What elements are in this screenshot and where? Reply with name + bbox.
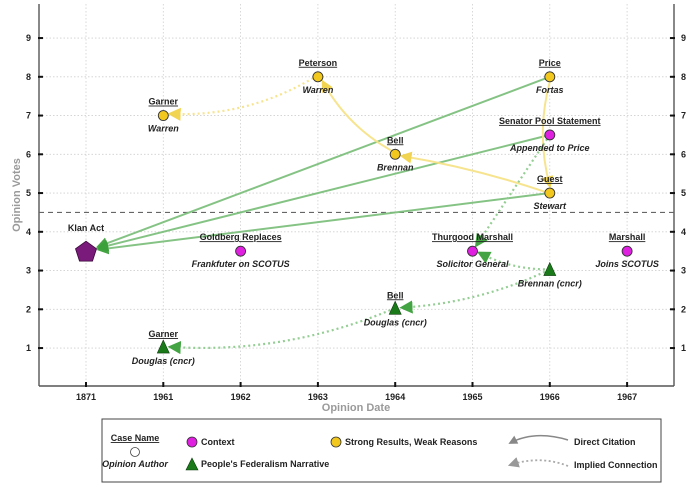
legend-federalism-marker-icon bbox=[185, 457, 199, 471]
author-label-guest-brennan: Brennan (cncr) bbox=[518, 279, 582, 289]
grid bbox=[39, 4, 674, 386]
connection-implied-senator-to-thurgood bbox=[474, 138, 548, 248]
case-label-peterson: Peterson bbox=[299, 58, 338, 68]
author-label-garner-douglas: Douglas (cncr) bbox=[132, 356, 195, 366]
y-tick-label-left: 5 bbox=[26, 188, 31, 198]
point-marker-marshall[interactable] bbox=[621, 245, 633, 257]
legend-box bbox=[101, 418, 662, 483]
point-marker-price[interactable] bbox=[544, 71, 556, 83]
point-marker-bell-brennan[interactable] bbox=[389, 148, 401, 160]
y-tick-label-right: 2 bbox=[681, 304, 686, 314]
case-label-marshall: Marshall bbox=[609, 232, 646, 242]
y-tick-label-right: 4 bbox=[681, 227, 686, 237]
y-axis-title: Opinion Votes bbox=[11, 158, 23, 232]
author-label-guest-stewart: Stewart bbox=[534, 201, 568, 211]
legend-context: Context bbox=[201, 437, 235, 447]
point-marker-guest-stewart[interactable] bbox=[544, 187, 556, 199]
y-tick-label-left: 2 bbox=[26, 304, 31, 314]
legend-context-marker-icon bbox=[186, 436, 198, 448]
point-marker-goldberg[interactable] bbox=[235, 245, 247, 257]
legend-implied-connection-icon bbox=[507, 457, 569, 468]
connection-implied-guest-brennan-to-bell-douglas bbox=[399, 270, 546, 314]
point-marker-garner-warren[interactable] bbox=[157, 110, 169, 122]
legend-peoples-federalism: People's Federalism Narrative bbox=[201, 459, 329, 469]
author-label-bell-brennan: Brennan bbox=[377, 162, 414, 172]
case-label-guest-stewart: Guest bbox=[537, 174, 563, 184]
author-label-price: Fortas bbox=[536, 85, 564, 95]
connection-direct-guest-stewart-to-bell-brennan bbox=[399, 151, 546, 193]
case-label-senator: Senator Pool Statement bbox=[499, 116, 601, 126]
connection-direct-senator-to-klan bbox=[96, 135, 546, 252]
point-marker-garner-douglas[interactable] bbox=[156, 339, 170, 354]
y-tick-label-right: 6 bbox=[681, 149, 686, 159]
connection-implied-peterson-to-garner-warren bbox=[167, 77, 314, 121]
connection-direct-price-to-klan bbox=[95, 77, 546, 249]
y-tick-label-left: 3 bbox=[26, 266, 31, 276]
x-tick-label: 1961 bbox=[153, 392, 173, 402]
y-tick-label-right: 7 bbox=[681, 111, 686, 121]
connection-direct-guest-stewart-to-klan bbox=[96, 192, 545, 255]
y-tick-label-right: 5 bbox=[681, 188, 686, 198]
case-label-garner-douglas: Garner bbox=[149, 329, 179, 339]
y-tick-label-left: 7 bbox=[26, 111, 31, 121]
case-label-klan: Klan Act bbox=[68, 223, 104, 233]
author-label-thurgood: Solicitor General bbox=[436, 259, 509, 269]
author-label-goldberg: Frankfuter on SCOTUS bbox=[192, 259, 290, 269]
legend-strong-results: Strong Results, Weak Reasons bbox=[345, 437, 477, 447]
case-label-thurgood: Thurgood Marshall bbox=[432, 232, 513, 242]
author-label-peterson: Warren bbox=[302, 85, 333, 95]
author-label-marshall: Joins SCOTUS bbox=[595, 259, 659, 269]
author-label-bell-douglas: Douglas (cncr) bbox=[364, 317, 427, 327]
legend-strong-marker-icon bbox=[330, 436, 342, 448]
x-tick-label: 1965 bbox=[462, 392, 482, 402]
connection-direct-price-to-guest-stewart bbox=[541, 81, 554, 189]
point-marker-guest-brennan[interactable] bbox=[543, 261, 557, 276]
x-axis-title: Opinion Date bbox=[322, 402, 390, 414]
author-label-senator: Appended to Price bbox=[509, 143, 590, 153]
y-tick-label-left: 9 bbox=[26, 33, 31, 43]
case-label-bell-douglas: Bell bbox=[387, 290, 404, 300]
legend-direct-citation: Direct Citation bbox=[574, 437, 636, 447]
connection-implied-bell-douglas-to-garner-douglas bbox=[167, 309, 391, 355]
case-label-bell-brennan: Bell bbox=[387, 135, 404, 145]
points bbox=[75, 71, 633, 354]
point-labels: Klan Act Garner Warren Garner Douglas (cncr)… bbox=[68, 58, 659, 366]
x-tick-label: 1964 bbox=[385, 392, 405, 402]
point-marker-senator[interactable] bbox=[544, 129, 556, 141]
legend-implied-connection: Implied Connection bbox=[574, 460, 658, 470]
case-label-price: Price bbox=[539, 58, 561, 68]
legend-direct-citation-icon bbox=[508, 434, 569, 444]
legend-opinion-author: Opinion Author bbox=[102, 459, 168, 469]
legend-author-marker-icon bbox=[130, 447, 140, 457]
case-label-goldberg: Goldberg Replaces bbox=[200, 232, 282, 242]
y-tick-label-left: 6 bbox=[26, 149, 31, 159]
x-tick-label: 1962 bbox=[231, 392, 251, 402]
point-marker-bell-douglas[interactable] bbox=[388, 300, 402, 315]
case-label-garner-warren: Garner bbox=[149, 97, 179, 107]
author-label-garner-warren: Warren bbox=[148, 124, 179, 134]
x-tick-label: 1963 bbox=[308, 392, 328, 402]
point-marker-thurgood[interactable] bbox=[467, 245, 478, 257]
legend: Case Name Opinion Author Context People'… bbox=[101, 418, 662, 483]
y-tick-label-left: 8 bbox=[26, 72, 31, 82]
point-marker-peterson[interactable] bbox=[312, 71, 324, 83]
connection-implied-guest-brennan-to-thurgood bbox=[476, 251, 545, 271]
x-tick-label: 1967 bbox=[617, 392, 637, 402]
y-tick-label-left: 4 bbox=[26, 227, 31, 237]
axes: 1 1 2 2 3 3 4 4 5 5 6 6 7 7 8 8 9 9 1871 1961 1962 1963 1964 19… bbox=[26, 4, 686, 402]
y-tick-label-right: 8 bbox=[681, 72, 686, 82]
x-tick-label: 1966 bbox=[540, 392, 560, 402]
y-tick-label-right: 1 bbox=[681, 343, 686, 353]
connection-direct-bell-brennan-to-peterson bbox=[321, 79, 393, 152]
x-tick-label: 1871 bbox=[76, 392, 96, 402]
y-tick-label-left: 1 bbox=[26, 343, 31, 353]
legend-case-name: Case Name bbox=[111, 433, 160, 443]
point-marker-klan[interactable] bbox=[75, 240, 97, 262]
y-tick-label-right: 9 bbox=[681, 33, 686, 43]
connections bbox=[95, 77, 554, 355]
y-tick-label-right: 3 bbox=[681, 266, 686, 276]
